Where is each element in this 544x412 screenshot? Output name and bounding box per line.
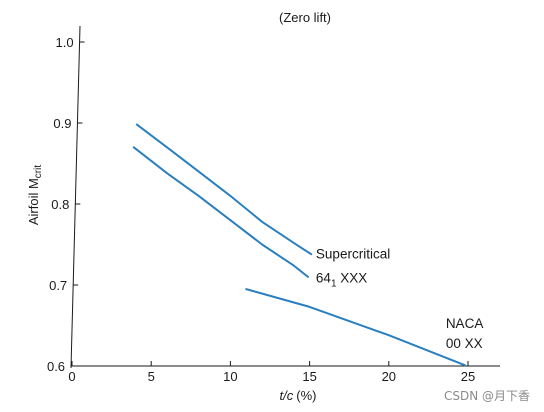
chart-title: (Zero lift) [279,10,331,25]
x-tick-label: 20 [382,369,396,384]
y-axis-line [70,25,81,369]
watermark: CSDN @月下香 [444,389,530,403]
annotations: Supercritical 641 XXX NACA 00 XX [316,246,483,351]
series-line [132,146,309,278]
annotation-label: 641 XXX [316,271,367,290]
annotation-label: Supercritical [316,246,390,261]
x-axis-title: t/c (%) [280,388,317,403]
y-axis-title: Airfoil Mcrit [26,165,44,226]
x-tick-label: 25 [461,369,475,384]
annotation-label: 00 XX [446,336,483,351]
annotation-label: NACA [446,316,484,331]
y-tick-label: 0.7 [49,278,67,293]
series-layer [132,123,466,367]
x-tick-label: 0 [68,369,75,384]
y-tick-label: 0.8 [51,197,69,212]
x-tick-label: 15 [302,369,316,384]
ticks: 0 5 10 15 20 25 0.6 0.7 0.8 0.9 1.0 [47,35,475,384]
x-tick-label: 10 [223,369,237,384]
y-tick-label: 0.6 [47,359,65,374]
series-line [245,288,466,367]
series-line [135,123,313,256]
y-tick-label: 0.9 [53,116,71,131]
y-tick-label: 1.0 [56,35,74,50]
x-tick-label: 5 [148,369,155,384]
axes [70,25,500,369]
